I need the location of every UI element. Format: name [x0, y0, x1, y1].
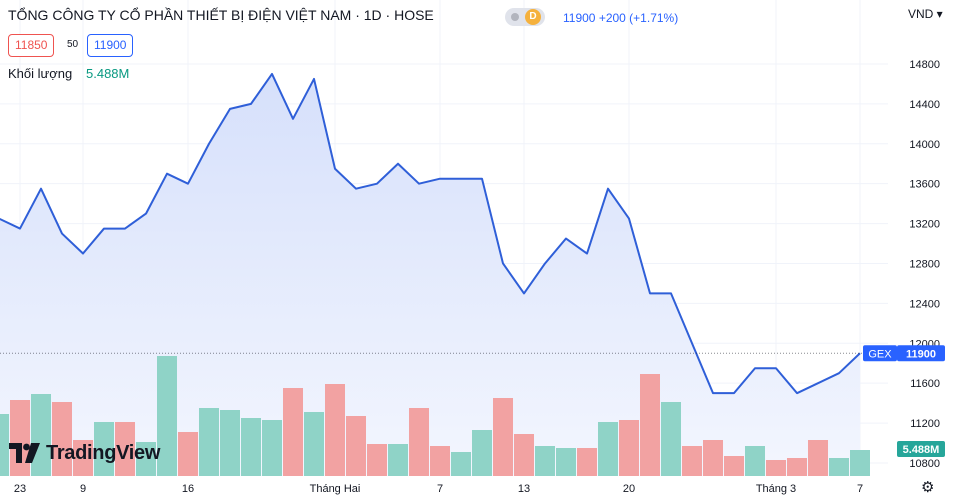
volume-bar [388, 444, 408, 476]
volume-bar [73, 440, 93, 476]
volume-bar [199, 408, 219, 476]
volume-bars [0, 356, 870, 476]
volume-bar [514, 434, 534, 476]
time-tick-label: 7 [437, 483, 443, 495]
volume-bar [808, 440, 828, 476]
price-tick-label: 13200 [909, 219, 940, 231]
volume-bar [451, 452, 471, 476]
volume-tag-bg [897, 441, 945, 457]
volume-bar [577, 448, 597, 476]
volume-bar [0, 414, 9, 476]
volume-bar [367, 444, 387, 476]
volume-bar [325, 384, 345, 476]
volume-bar [346, 416, 366, 476]
volume-bar [850, 450, 870, 476]
volume-bar [640, 374, 660, 476]
volume-bar [430, 446, 450, 476]
volume-legend-value: 5.488M [86, 66, 130, 81]
price-area [0, 73, 860, 476]
price-tick-label: 12400 [909, 298, 940, 310]
time-tick-label: 20 [623, 483, 635, 495]
volume-bar [283, 388, 303, 476]
volume-bar [304, 412, 324, 476]
sell-price-button[interactable]: 11850 [8, 34, 55, 57]
currency-selector[interactable]: VND ▾ [908, 7, 943, 21]
status-dot-icon [511, 13, 519, 21]
volume-bar [115, 422, 135, 476]
volume-bar [178, 432, 198, 476]
volume-bar [598, 422, 618, 476]
volume-bar [556, 448, 576, 476]
symbol-title[interactable]: TỔNG CÔNG TY CỔ PHẦN THIẾT BỊ ĐIỆN VIỆT … [8, 7, 434, 23]
price-tick-label: 12800 [909, 258, 940, 270]
time-axis: 23 9 16 Tháng Hai 7 13 20 Tháng 3 7 [14, 483, 863, 495]
price-area-fill [0, 73, 860, 476]
tradingview-logo[interactable]: TradingView [9, 440, 160, 466]
spread-value: 50 [67, 39, 79, 50]
tradingview-logo-icon [9, 443, 40, 463]
time-tick-label: 13 [518, 483, 530, 495]
volume-bar [94, 422, 114, 476]
volume-bar [703, 440, 723, 476]
price-tick-label: 14000 [909, 139, 940, 151]
buy-price-button[interactable]: 11900 [87, 34, 134, 57]
price-change-readout: 11900 +200 (+1.71%) [563, 11, 679, 25]
volume-bar [472, 430, 492, 476]
price-tick-label: 11200 [910, 418, 940, 430]
volume-tag: 5.488M [897, 441, 945, 457]
volume-bar [220, 410, 240, 476]
last-price-label: 11900 [906, 348, 936, 360]
volume-bar [724, 456, 744, 476]
price-tick-label: 14400 [909, 99, 940, 111]
volume-tag-label: 5.488M [903, 444, 940, 456]
volume-bar [157, 356, 177, 476]
volume-bar [535, 446, 555, 476]
gear-icon[interactable]: ⚙ [921, 479, 935, 496]
time-tick-label: 16 [182, 483, 194, 495]
volume-bar [787, 458, 807, 476]
volume-bar [682, 446, 702, 476]
volume-bar [493, 398, 513, 476]
price-tick-label: 11600 [910, 378, 940, 390]
symbol-tag-label: GEX [868, 348, 892, 360]
delayed-badge: D [525, 9, 541, 25]
volume-bar [31, 394, 51, 476]
price-tick-label: 10800 [909, 458, 940, 470]
volume-bar [661, 402, 681, 476]
time-tick-label: Tháng Hai [310, 483, 361, 495]
data-status-pill[interactable]: D [505, 8, 545, 26]
volume-bar [829, 458, 849, 476]
last-price-bg [897, 345, 945, 362]
volume-legend-label[interactable]: Khối lượng [8, 66, 73, 81]
volume-bar [136, 442, 156, 476]
last-price-tag: GEX 11900 [863, 345, 945, 362]
price-line [0, 72, 861, 395]
time-tick-label: 23 [14, 483, 26, 495]
time-tick-label: 9 [80, 483, 86, 495]
chevron-down-icon: ▾ [933, 7, 943, 21]
logo-wordmark: TradingView [46, 441, 161, 464]
volume-bar [262, 420, 282, 476]
price-tick-label: 14800 [909, 59, 940, 71]
time-tick-label: Tháng 3 [756, 483, 796, 495]
price-line-path [0, 72, 861, 395]
volume-bar [766, 460, 786, 476]
volume-bar [409, 408, 429, 476]
time-tick-label: 7 [857, 483, 863, 495]
volume-bar [241, 418, 261, 476]
volume-bar [10, 400, 30, 476]
volume-bar [52, 402, 72, 476]
price-axis: 1080011200116001200012400128001320013600… [909, 59, 940, 470]
volume-bar [745, 446, 765, 476]
symbol-tag-bg [863, 345, 897, 362]
currency-label: VND [908, 7, 934, 21]
price-tick-label: 13600 [909, 179, 940, 191]
volume-bar [619, 420, 639, 476]
